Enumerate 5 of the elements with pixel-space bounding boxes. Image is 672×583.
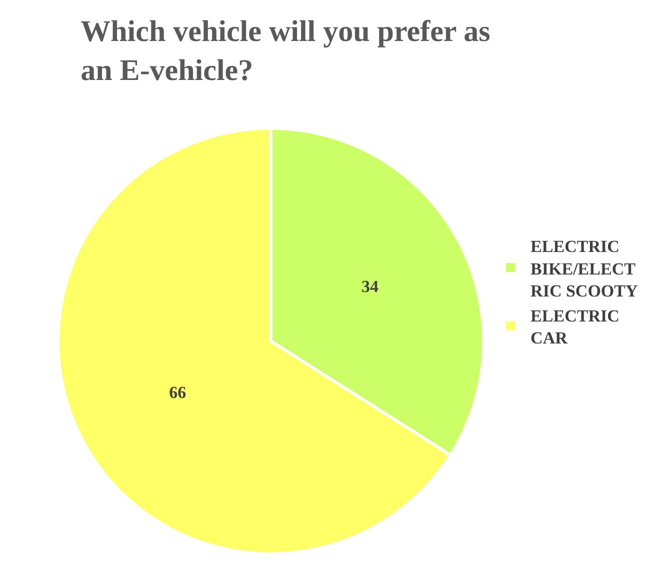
data-label: 66 [169, 382, 186, 402]
chart-title: Which vehicle will you prefer as an E-vehicle? [80, 14, 490, 87]
legend-label: ELECTRIC CAR [530, 306, 620, 348]
data-label: 34 [361, 276, 379, 296]
legend-label: ELECTRIC BIKE/ELECTRIC SCOOTY [530, 237, 638, 300]
